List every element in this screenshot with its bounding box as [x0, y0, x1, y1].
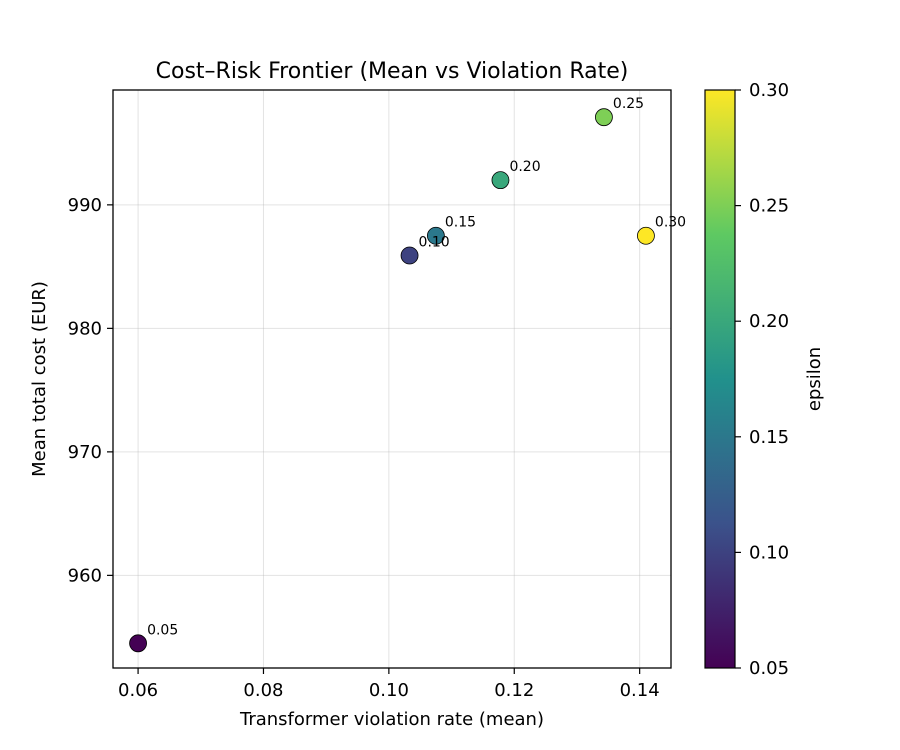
- colorbar-tick-label: 0.30: [749, 80, 789, 101]
- plot-frame: [112, 89, 672, 669]
- data-point: [400, 246, 419, 265]
- x-axis-label: Transformer violation rate (mean): [239, 709, 544, 730]
- colorbar: [704, 89, 736, 669]
- y-tick-label: 970: [68, 442, 102, 463]
- colorbar-tick-label: 0.05: [749, 658, 789, 679]
- chart-title: Cost–Risk Frontier (Mean vs Violation Ra…: [156, 59, 629, 84]
- data-point: [595, 108, 613, 127]
- data-point: [426, 226, 445, 245]
- colorbar-tick-label: 0.15: [749, 427, 789, 448]
- colorbar-label: epsilon: [804, 347, 825, 411]
- x-tick-label: 0.06: [118, 680, 158, 701]
- point-label: 0.10: [419, 234, 450, 250]
- point-label: 0.05: [147, 622, 178, 638]
- x-tick-label: 0.10: [369, 680, 409, 701]
- colorbar-tick-label: 0.20: [749, 311, 789, 332]
- data-points: [129, 108, 655, 653]
- colorbar-tick-label: 0.25: [749, 196, 789, 217]
- x-axis-ticks: 0.06 0.08 0.10 0.12 0.14: [118, 668, 660, 701]
- y-axis-ticks: 960 970 980 990: [68, 195, 113, 586]
- data-point: [129, 634, 147, 653]
- x-tick-label: 0.12: [494, 680, 534, 701]
- colorbar-ticks: 0.05 0.10 0.15 0.20 0.25 0.30: [735, 80, 789, 679]
- colorbar-tick-label: 0.10: [749, 542, 789, 563]
- y-tick-label: 980: [68, 318, 102, 339]
- y-tick-label: 960: [68, 565, 102, 586]
- x-tick-label: 0.08: [243, 680, 283, 701]
- y-tick-label: 990: [68, 195, 102, 216]
- point-label: 0.15: [445, 215, 476, 231]
- x-tick-label: 0.14: [620, 680, 660, 701]
- y-axis-label: Mean total cost (EUR): [29, 281, 50, 477]
- data-point: [491, 171, 510, 190]
- point-label: 0.25: [613, 96, 644, 112]
- grid: [113, 90, 671, 668]
- point-label: 0.20: [509, 159, 540, 175]
- data-point: [637, 226, 655, 245]
- point-annotations: 0.050.100.150.200.250.30: [147, 96, 686, 638]
